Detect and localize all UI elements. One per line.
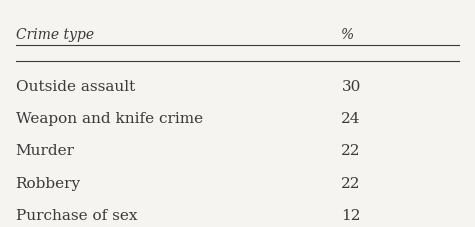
Text: Outside assault: Outside assault: [16, 79, 135, 93]
Text: 24: 24: [342, 111, 361, 126]
Text: 12: 12: [342, 208, 361, 222]
Text: Robbery: Robbery: [16, 176, 81, 190]
Text: 30: 30: [342, 79, 361, 93]
Text: Murder: Murder: [16, 144, 75, 158]
Text: Weapon and knife crime: Weapon and knife crime: [16, 111, 203, 126]
Text: Crime type: Crime type: [16, 28, 94, 42]
Text: %: %: [342, 28, 354, 42]
Text: 22: 22: [342, 176, 361, 190]
Text: 22: 22: [342, 144, 361, 158]
Text: Purchase of sex: Purchase of sex: [16, 208, 137, 222]
